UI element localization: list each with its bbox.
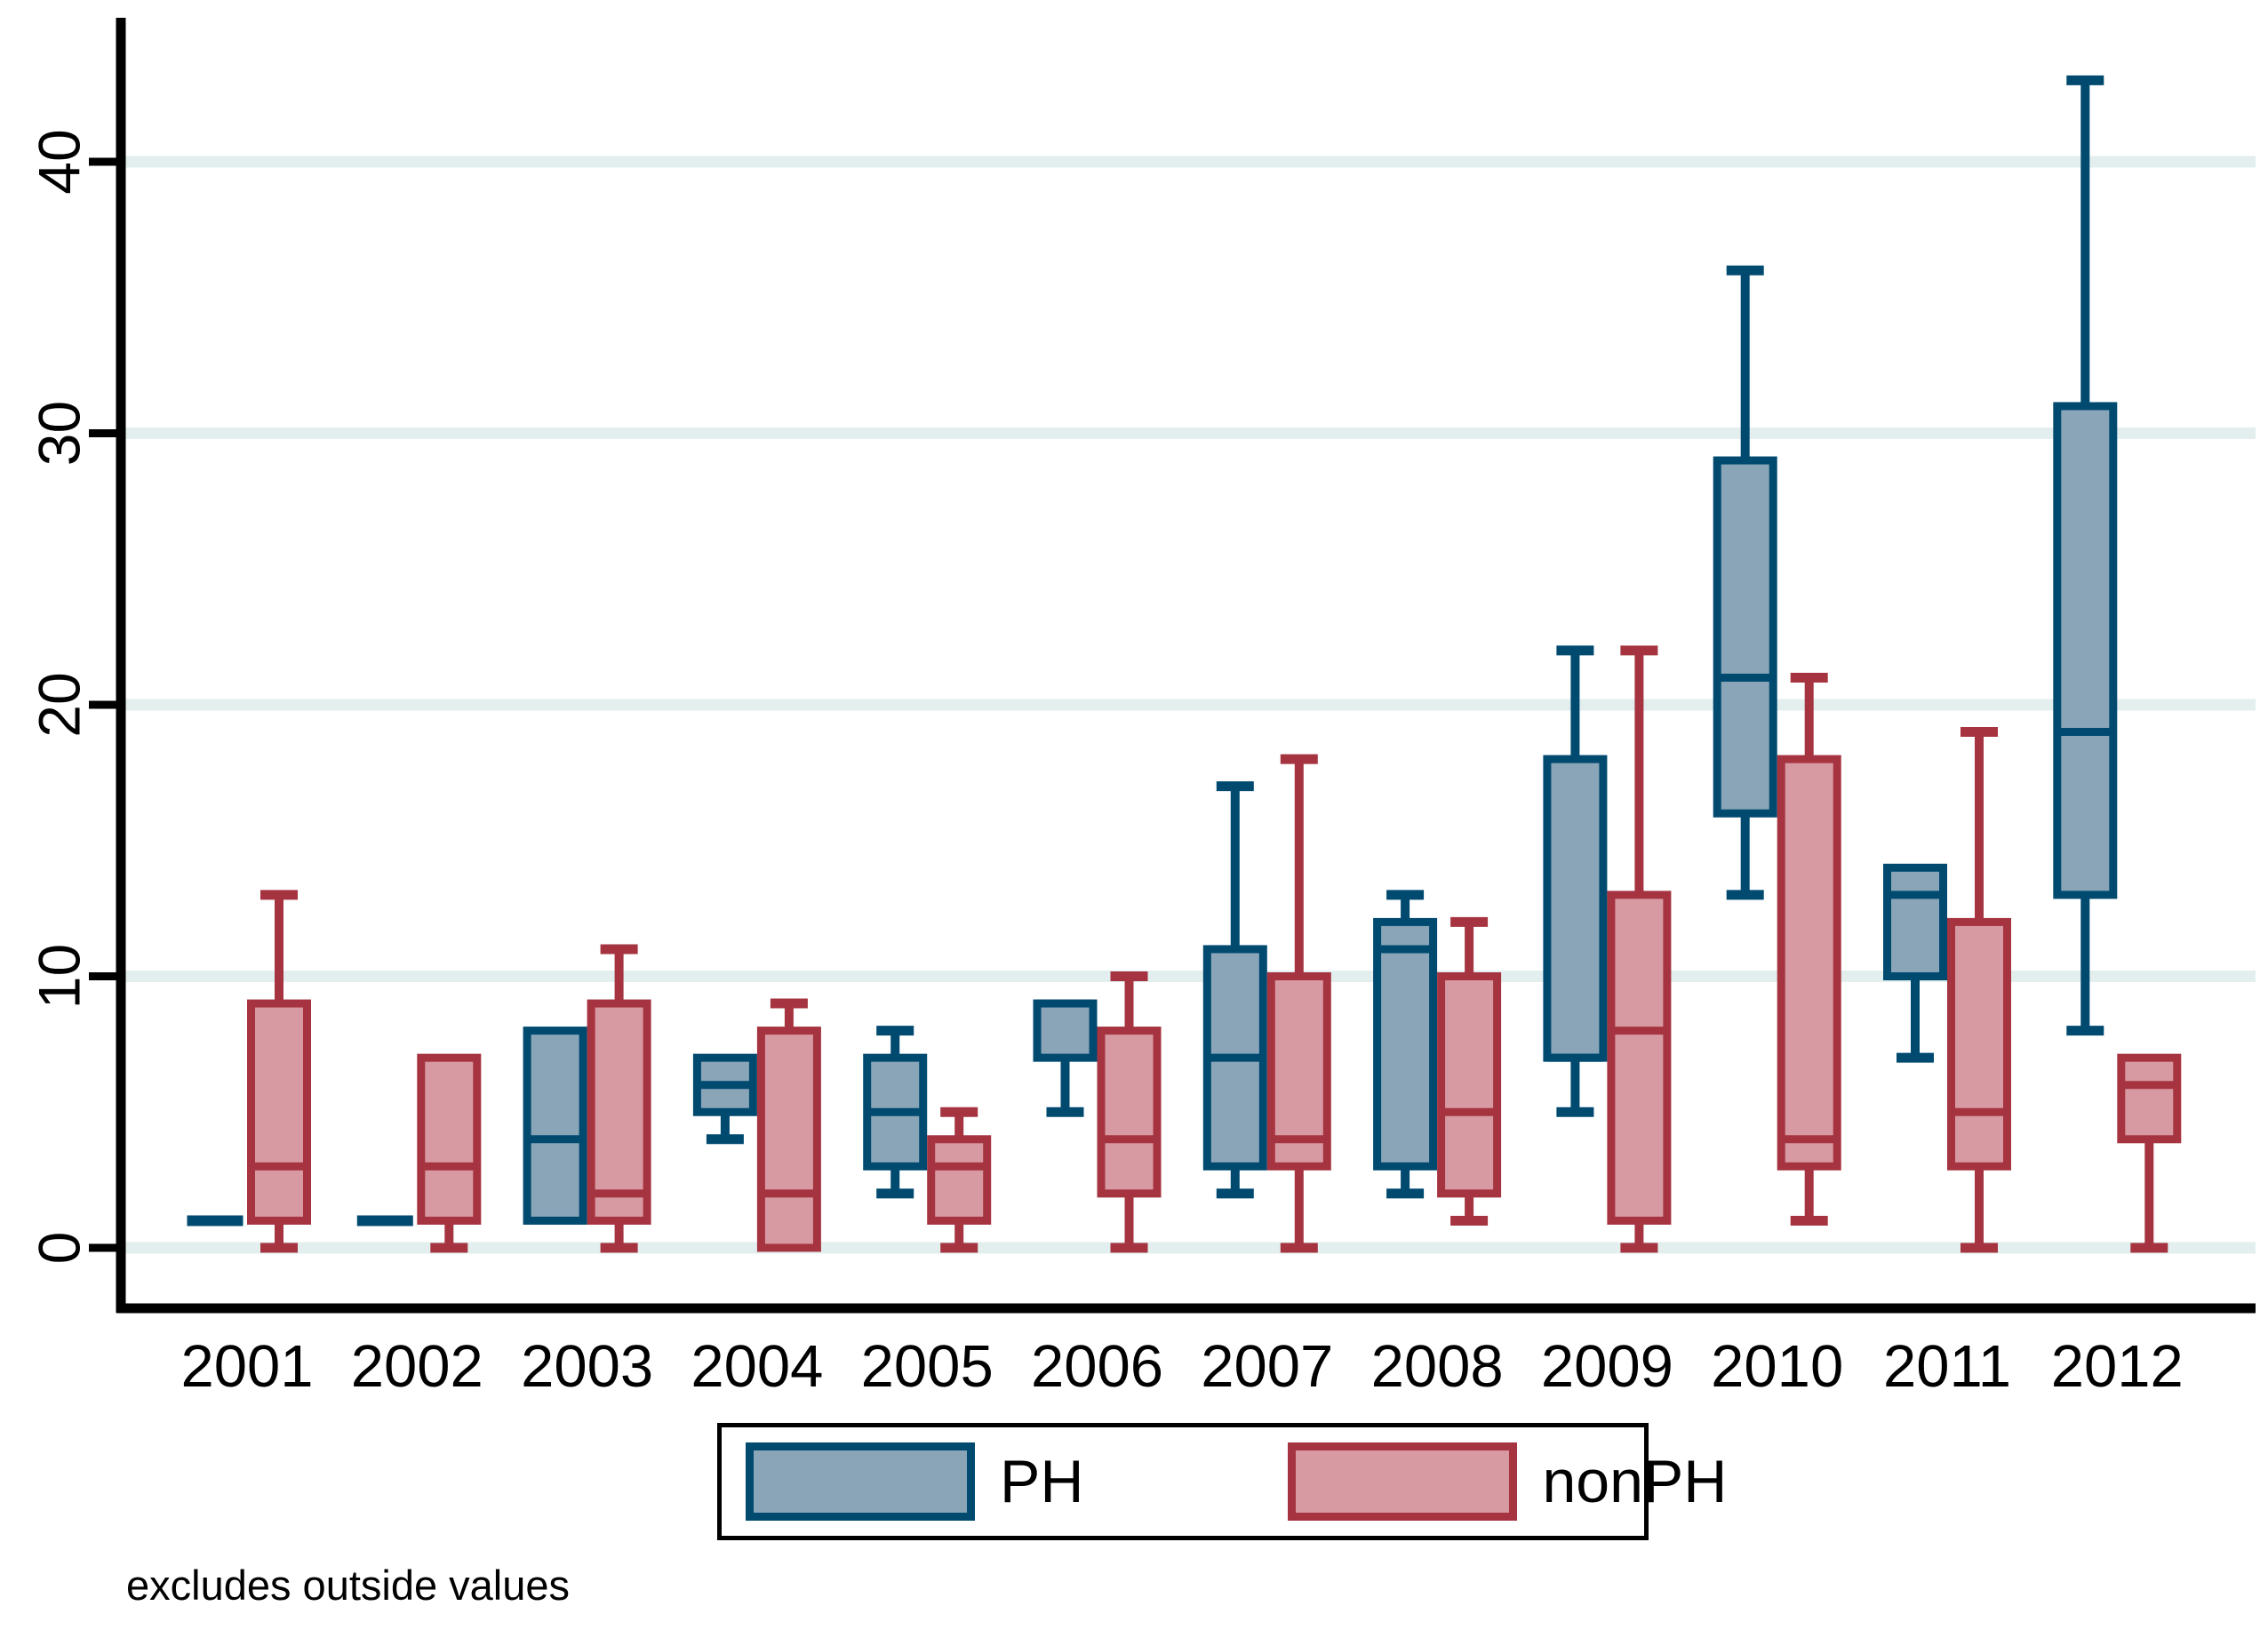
box-nonPH-2003 bbox=[587, 999, 651, 1225]
box-nonPH-2011 bbox=[1947, 917, 2011, 1171]
box-nonPH-2007 bbox=[1266, 972, 1331, 1171]
x-axis-label-2009: 2009 bbox=[1541, 1333, 1673, 1400]
box-PH-2010 bbox=[1713, 456, 1777, 818]
box-nonPH-2009 bbox=[1607, 891, 1672, 1225]
legend-item-ph: PH bbox=[746, 1442, 1083, 1521]
x-axis-label-2001: 2001 bbox=[180, 1333, 313, 1400]
box-nonPH-2002 bbox=[417, 1053, 482, 1225]
y-axis-tick-label-20: 20 bbox=[26, 672, 92, 737]
box-PH-2003 bbox=[523, 1027, 587, 1225]
x-axis-label-2003: 2003 bbox=[521, 1333, 653, 1400]
box-PH-2008 bbox=[1373, 917, 1438, 1171]
x-axis-label-2010: 2010 bbox=[1711, 1333, 1843, 1400]
legend-label-ph: PH bbox=[1000, 1448, 1084, 1515]
box-PH-2009 bbox=[1543, 755, 1608, 1062]
legend: PH nonPH bbox=[717, 1423, 1727, 1540]
x-axis-label-2005: 2005 bbox=[861, 1333, 994, 1400]
y-axis-tick-label-30: 30 bbox=[26, 401, 92, 466]
box-PH-2012 bbox=[2053, 402, 2118, 899]
y-axis-tick-label-10: 10 bbox=[26, 944, 92, 1009]
chart-footnote: excludes outside values bbox=[126, 1562, 571, 1609]
box-nonPH-2008 bbox=[1437, 972, 1502, 1198]
y-axis-tick-label-40: 40 bbox=[26, 129, 92, 194]
legend-item-nonph: nonPH bbox=[1288, 1442, 1727, 1521]
x-axis-label-2006: 2006 bbox=[1031, 1333, 1163, 1400]
x-axis-label-2002: 2002 bbox=[351, 1333, 483, 1400]
x-axis-label-2008: 2008 bbox=[1371, 1333, 1504, 1400]
box-nonPH-2012 bbox=[2117, 1053, 2182, 1144]
box-nonPH-2004 bbox=[756, 1027, 821, 1252]
nonph-swatch bbox=[1288, 1442, 1518, 1521]
box-PH-2006 bbox=[1033, 999, 1098, 1062]
box-nonPH-2001 bbox=[247, 999, 311, 1225]
box-PH-2011 bbox=[1883, 863, 1947, 980]
box-nonPH-2010 bbox=[1777, 755, 1841, 1171]
x-axis-label-2012: 2012 bbox=[2051, 1333, 2184, 1400]
ph-swatch bbox=[746, 1442, 975, 1521]
x-axis-label-2007: 2007 bbox=[1201, 1333, 1333, 1400]
x-axis-label-2011: 2011 bbox=[1883, 1333, 2011, 1400]
box-nonPH-2006 bbox=[1097, 1027, 1162, 1198]
legend-label-nonph: nonPH bbox=[1542, 1448, 1728, 1515]
box-nonPH-2005 bbox=[927, 1135, 992, 1225]
x-axis-label-2004: 2004 bbox=[691, 1333, 823, 1400]
y-axis-tick-label-0: 0 bbox=[26, 1232, 92, 1265]
